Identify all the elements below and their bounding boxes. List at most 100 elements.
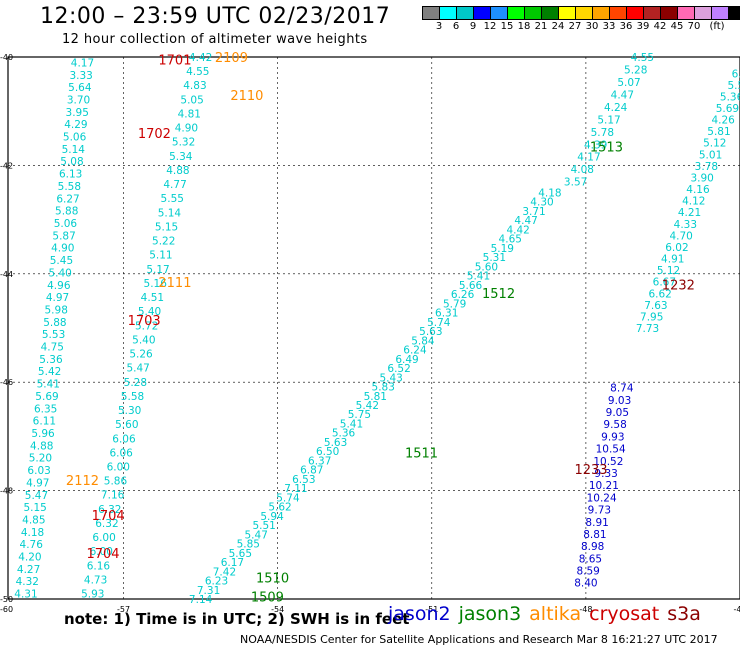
wave-height-value: 5.14	[158, 207, 182, 219]
lat-tick-label: -40	[0, 53, 13, 62]
footer-note: note: 1) Time is in UTC; 2) SWH is in fe…	[64, 610, 410, 628]
wave-height-value: 4.55	[631, 52, 654, 64]
color-swatch	[576, 7, 593, 19]
lat-tick-label: -46	[0, 378, 13, 387]
wave-height-value: 5.63	[324, 437, 347, 449]
color-scale-tick: 24	[551, 21, 565, 32]
wave-height-value: 4.55	[186, 66, 209, 78]
wave-height-value: 5.45	[50, 255, 73, 267]
wave-height-value: 4.91	[661, 254, 684, 266]
wave-height-value: 5.15	[155, 221, 178, 233]
wave-height-value: 5.74	[276, 492, 300, 504]
wave-height-value: 7.63	[644, 300, 667, 312]
wave-height-value: 4.81	[178, 108, 201, 120]
wave-height-value: 5.19	[491, 243, 514, 255]
wave-height-value: 5.88	[43, 317, 66, 329]
wave-height-value: 4.27	[17, 564, 40, 576]
wave-height-value: 6.62	[648, 288, 671, 300]
wave-height-value: 4.20	[18, 552, 41, 564]
wave-height-value: 7.14	[189, 594, 213, 606]
pass-time-label: 2109	[215, 51, 248, 66]
color-swatch	[474, 7, 491, 19]
wave-height-value: 5.69	[716, 103, 739, 115]
wave-height-value: 5.96	[31, 428, 55, 440]
wave-height-value: 4.47	[611, 89, 634, 101]
wave-height-value: 3.33	[69, 70, 92, 82]
color-swatch	[627, 7, 644, 19]
wave-height-value: 5.55	[161, 193, 184, 205]
wave-height-value: 5.58	[58, 181, 81, 193]
page-title: 12:00 – 23:59 UTC 02/23/2017	[40, 4, 391, 29]
wave-height-value: 5.43	[379, 372, 402, 384]
color-scale-tick: 9	[469, 21, 477, 32]
wave-height-value: 5.86	[104, 476, 128, 488]
wave-height-value: 4.30	[530, 197, 553, 209]
wave-height-value: 4.24	[604, 102, 628, 114]
wave-height-value: 6.67	[653, 277, 676, 289]
color-scale-legend	[422, 6, 740, 20]
wave-height-value: 5.51	[252, 520, 275, 532]
wave-height-value: 4.42	[506, 224, 529, 236]
wave-height-value: 5.16	[144, 278, 168, 290]
wave-height-value: 5.15	[23, 502, 46, 514]
color-swatch	[678, 7, 695, 19]
wave-height-value: 5.30	[118, 405, 141, 417]
wave-height-value: 4.73	[84, 574, 107, 586]
wave-height-value: 5.06	[54, 218, 78, 230]
wave-height-value: 5.88	[55, 206, 78, 218]
wave-height-value: 4.31	[14, 589, 37, 601]
wave-height-value: 6.11	[33, 416, 56, 428]
lat-tick-label: -44	[0, 270, 13, 279]
wave-height-value: 5.17	[146, 264, 169, 276]
wave-height-value: 4.97	[26, 477, 49, 489]
wave-height-value: 5.14	[62, 144, 86, 156]
color-swatch	[542, 7, 559, 19]
wave-height-value: 5.66	[459, 280, 483, 292]
wave-height-value: 5.64	[68, 82, 92, 94]
wave-height-value: 4.96	[47, 280, 71, 292]
wave-height-value: 9.58	[603, 419, 626, 431]
wave-height-value: 4.47	[514, 215, 537, 227]
wave-height-value: 9.05	[606, 407, 629, 419]
pass-time-label: 1703	[128, 314, 161, 329]
wave-height-value: 9.93	[601, 431, 624, 443]
color-swatch	[644, 7, 661, 19]
wave-height-value: 5.47	[126, 363, 149, 375]
wave-height-value: 4.16	[686, 184, 710, 196]
wave-height-value: 6.35	[34, 403, 57, 415]
wave-height-value: 8.59	[576, 566, 599, 578]
wave-height-value: 6.53	[292, 474, 315, 486]
wave-height-value: 5.60	[115, 419, 138, 431]
wave-height-value: 4.97	[46, 292, 69, 304]
wave-height-value: 5.05	[180, 94, 203, 106]
wave-height-value: 6.00	[90, 546, 113, 558]
lon-tick-label: -45	[733, 605, 740, 614]
pass-time-label: 1511	[405, 447, 438, 462]
pass-time-label: 2111	[158, 276, 191, 291]
color-scale-tick: 15	[500, 21, 514, 32]
wave-height-value: 5.84	[411, 335, 435, 347]
wave-height-value: 5.47	[245, 529, 268, 541]
wave-height-value: 10.54	[596, 444, 626, 456]
wave-height-value: 6.00	[107, 461, 130, 473]
lon-tick-label: -54	[271, 605, 284, 614]
wave-height-value: 10.52	[593, 456, 623, 468]
lat-tick-label: -50	[0, 595, 13, 604]
color-swatch	[508, 7, 525, 19]
wave-height-value: 5.75	[348, 409, 371, 421]
color-swatch	[729, 7, 740, 19]
wave-height-value: 7.42	[213, 566, 236, 578]
wave-height-value: 3.78	[695, 161, 718, 173]
wave-height-value: 6.24	[403, 345, 427, 357]
color-swatch	[491, 7, 508, 19]
wave-height-value: 5.79	[443, 298, 466, 310]
wave-height-value: 4.90	[51, 243, 74, 255]
wave-height-value: 5.40	[132, 334, 155, 346]
pass-time-label: 1510	[256, 571, 289, 586]
wave-height-value: 5.83	[372, 382, 395, 394]
wave-height-value: 5.42	[356, 400, 379, 412]
wave-height-value: 4.17	[71, 57, 94, 69]
wave-height-value: 5.36	[332, 428, 356, 440]
pass-time-label: 1512	[482, 287, 515, 302]
wave-height-value: 5.81	[364, 391, 387, 403]
